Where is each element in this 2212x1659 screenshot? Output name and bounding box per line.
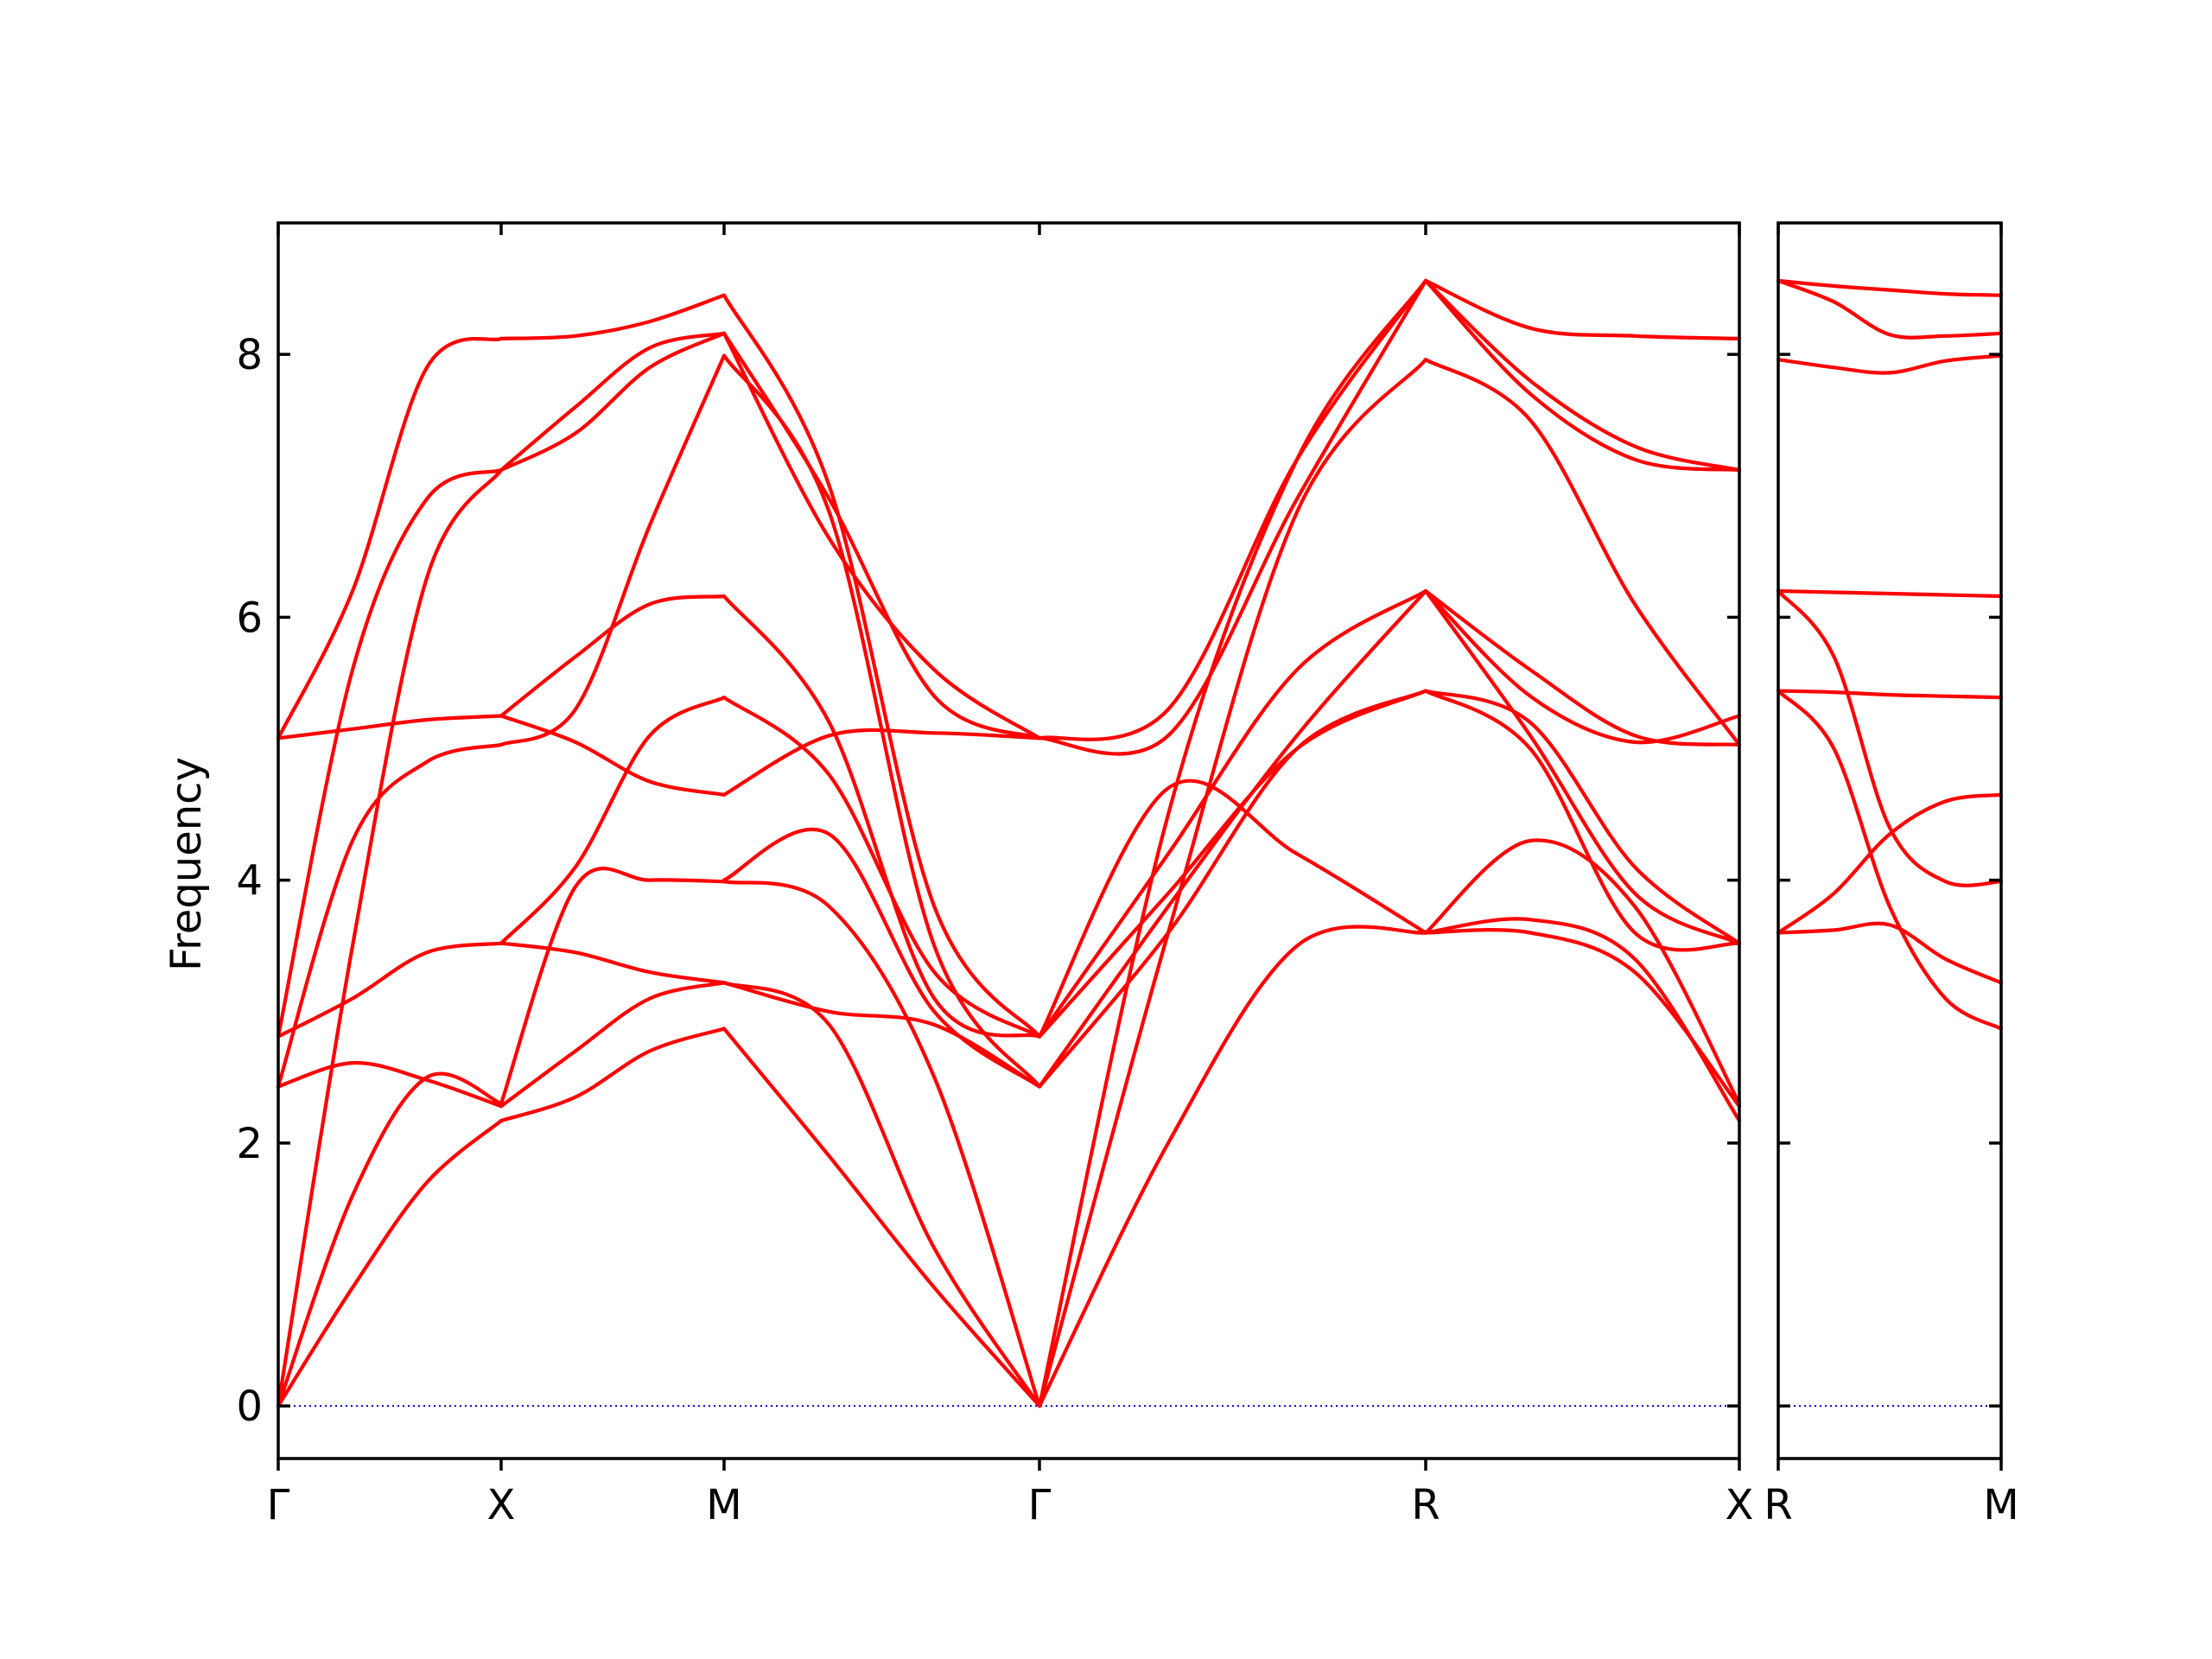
band-main-Γ-R-5 <box>1037 689 1428 1089</box>
band-side-R-M-2 <box>1776 792 2004 935</box>
y-tick-label: 4 <box>236 857 263 906</box>
band-main-X-M-1 <box>499 1027 727 1123</box>
y-tick-label: 2 <box>236 1120 263 1168</box>
band-main-X-M-11 <box>499 594 727 718</box>
band-side-R-M-8 <box>1776 278 2004 340</box>
band-main-R-X-8 <box>1423 358 1742 747</box>
band-main-X-M-6 <box>499 714 727 797</box>
band-main-M-Γ-9 <box>721 353 1042 1089</box>
band-main-Γ-X-8 <box>276 714 504 741</box>
band-main-R-X-12 <box>1423 588 1742 945</box>
band-main-Γ-R-8 <box>1037 278 1428 741</box>
band-main-Γ-X-4 <box>276 1060 504 1109</box>
band-main-M-Γ-1 <box>721 1027 1042 1408</box>
band-main-Γ-R-7 <box>1037 779 1428 1039</box>
band-side-R-M-6 <box>1776 588 2004 599</box>
x-tick-label: M <box>1983 1481 2018 1529</box>
band-main-Γ-R-9 <box>1037 278 1428 756</box>
x-tick-label: X <box>487 1481 516 1529</box>
band-main-Γ-X-7 <box>276 467 504 1039</box>
y-tick-label: 0 <box>236 1382 263 1431</box>
band-main-X-M-3 <box>499 867 727 1106</box>
main-panel: 0 2 4 6 8 Γ X M Γ R X <box>236 221 1754 1529</box>
x-tick-label: R <box>1411 1481 1440 1529</box>
band-main-R-X-4 <box>1423 689 1742 952</box>
x-tick-label: X <box>1726 1481 1754 1529</box>
band-main-Γ-R-1 <box>1037 925 1428 1408</box>
band-main-Γ-R-6 <box>1037 588 1428 1039</box>
band-main-Γ-X-2 <box>276 1071 504 1408</box>
band-main-R-X-11 <box>1423 278 1742 340</box>
band-main-Γ-X-3 <box>276 467 504 1408</box>
band-main-R-X-6 <box>1423 588 1742 747</box>
band-main-X-M-4 <box>499 941 727 985</box>
band-main-R-X-5 <box>1423 689 1742 945</box>
y-tick-label: 6 <box>236 594 263 642</box>
band-main-R-X-2 <box>1423 928 1742 1109</box>
band-side-R-M-9 <box>1776 278 2004 297</box>
x-tick-label: R <box>1764 1481 1792 1529</box>
band-side-R-M-4 <box>1776 689 2004 700</box>
band-main-X-M-7 <box>499 353 727 747</box>
band-main-M-Γ-12 <box>721 293 1042 1039</box>
band-main-Γ-R-3 <box>1037 358 1428 1408</box>
band-main-Γ-R-4 <box>1037 588 1428 1089</box>
band-main-M-Γ-8 <box>721 728 1042 797</box>
band-main-M-Γ-2 <box>721 981 1042 1408</box>
band-main-X-M-9 <box>499 331 727 473</box>
band-main-R-X-3 <box>1423 838 1742 1106</box>
band-main-M-Γ-10 <box>721 331 1042 741</box>
band-main-X-M-10 <box>499 293 727 340</box>
band-side-R-M-5 <box>1776 588 2004 887</box>
x-tick-label: M <box>706 1481 741 1529</box>
band-main-X-M-8 <box>499 331 727 473</box>
band-main-Γ-X-1 <box>276 1118 504 1408</box>
band-main-R-X-10 <box>1423 278 1742 473</box>
main-panel-frame <box>276 221 1741 1460</box>
band-main-X-M-2 <box>499 981 727 1109</box>
x-tick-label: Γ <box>267 1481 290 1529</box>
band-main-R-X-7 <box>1423 588 1742 745</box>
band-main-M-Γ-3 <box>721 880 1042 1408</box>
band-main-Γ-R-2 <box>1037 278 1428 1408</box>
side-panel-frame <box>1777 221 2003 1460</box>
y-axis-title: Frequency <box>162 757 211 971</box>
band-side-R-M-3 <box>1776 689 2004 1031</box>
band-main-Γ-X-5 <box>276 742 504 1089</box>
y-tick-label: 8 <box>236 331 263 379</box>
band-side-R-M-1 <box>1776 921 2004 985</box>
band-main-Γ-R-10 <box>1037 689 1428 1039</box>
band-main-M-Γ-11 <box>721 331 1042 741</box>
band-side-R-M-7 <box>1776 353 2004 375</box>
band-main-M-Γ-5 <box>721 827 1042 1089</box>
band-main-M-Γ-6 <box>721 696 1042 1039</box>
band-main-M-Γ-4 <box>721 981 1042 1089</box>
x-tick-label: Γ <box>1028 1481 1052 1529</box>
band-main-X-M-5 <box>499 696 727 945</box>
band-main-R-X-9 <box>1423 278 1742 473</box>
band-main-Γ-X-9 <box>276 336 504 741</box>
band-main-Γ-X-6 <box>276 941 504 1039</box>
